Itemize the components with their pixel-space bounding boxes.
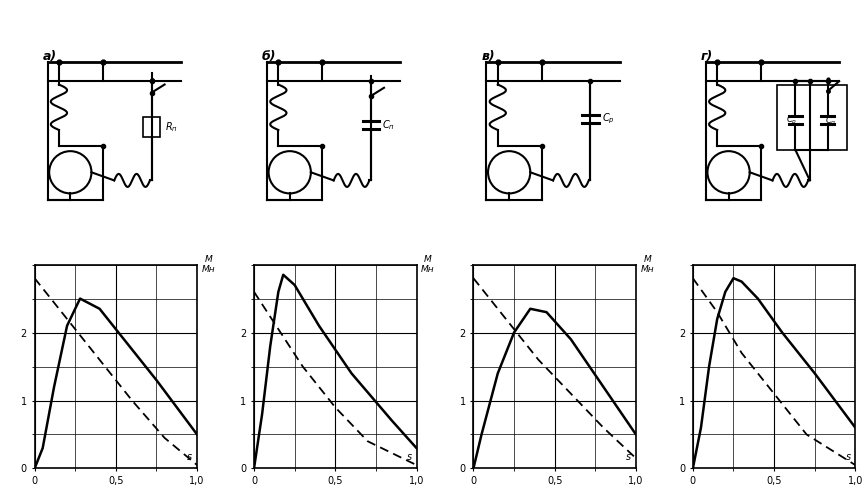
Text: а): а)	[42, 50, 57, 63]
Text: M
Mн: M Mн	[640, 255, 654, 274]
Text: в): в)	[481, 50, 495, 63]
Text: $C_п$: $C_п$	[383, 118, 396, 132]
Text: M
Mн: M Mн	[421, 255, 435, 274]
Text: s: s	[626, 452, 632, 462]
Text: M
Mн: M Mн	[201, 255, 215, 274]
Text: s: s	[407, 452, 412, 462]
FancyBboxPatch shape	[778, 84, 848, 149]
FancyBboxPatch shape	[143, 117, 160, 137]
Text: $R_п$: $R_п$	[164, 120, 177, 134]
Text: $C_р$: $C_р$	[602, 111, 614, 126]
Text: $C_р$: $C_р$	[786, 114, 797, 127]
Text: г): г)	[701, 50, 713, 63]
Text: б): б)	[262, 50, 276, 63]
Text: s: s	[187, 452, 193, 462]
Text: s: s	[846, 452, 851, 462]
Text: $C_п$: $C_п$	[825, 114, 836, 126]
